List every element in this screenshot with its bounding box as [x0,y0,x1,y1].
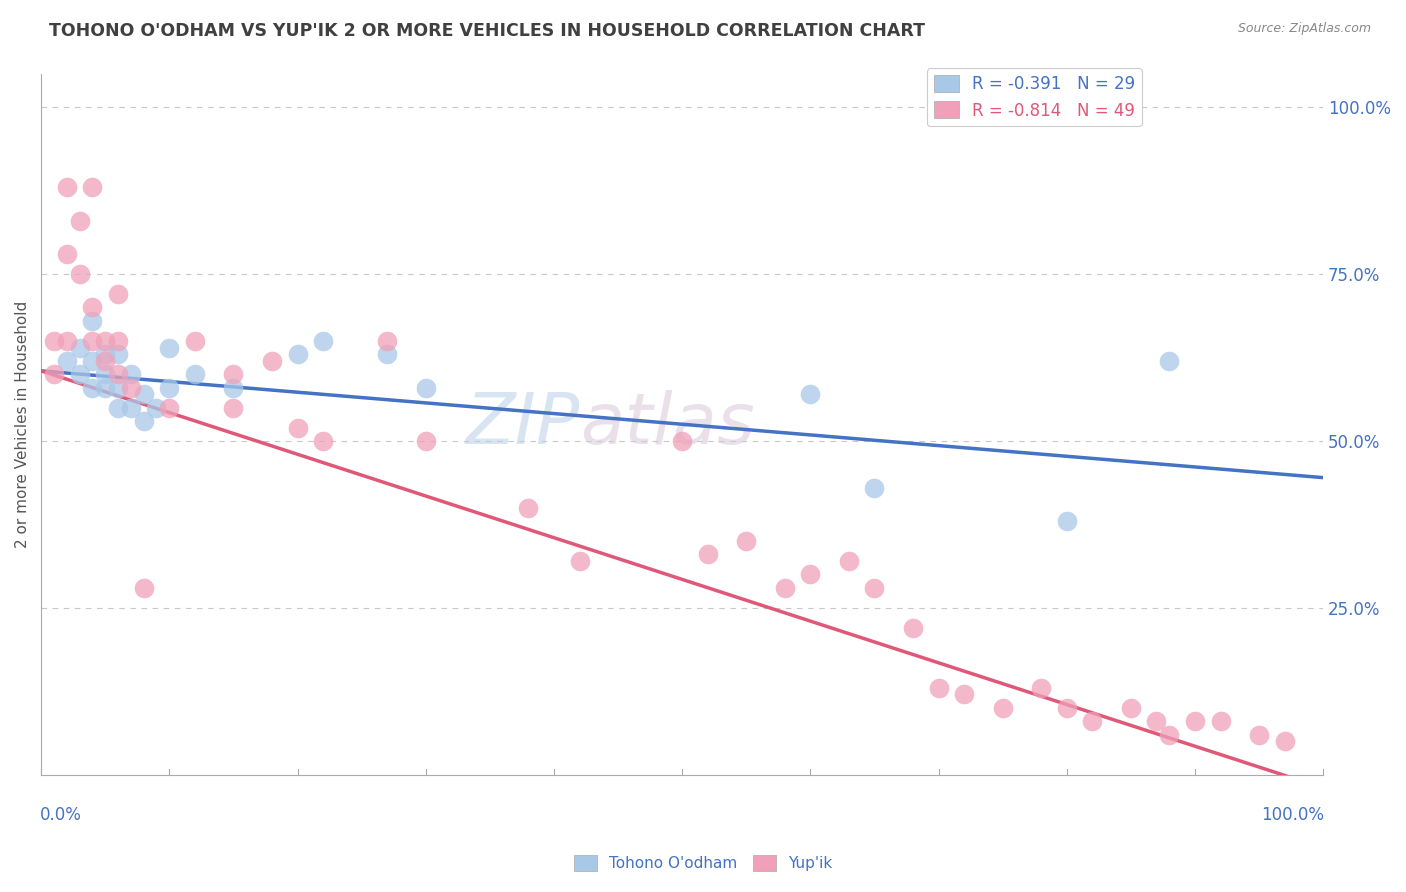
Point [184,368,207,382]
Point [838,554,860,568]
Point [415,434,437,448]
Point [69,368,91,382]
Point [42,368,65,382]
Point [132,387,155,401]
Point [107,287,129,301]
Point [69,267,91,281]
Point [671,434,693,448]
Point [184,334,207,348]
Point [94,334,117,348]
Point [120,401,142,415]
Point [1056,701,1078,715]
Point [55,334,77,348]
Legend: R = -0.391   N = 29, R = -0.814   N = 49: R = -0.391 N = 29, R = -0.814 N = 49 [927,69,1142,127]
Point [222,401,245,415]
Point [517,500,540,515]
Point [82,334,104,348]
Text: ZIP: ZIP [465,390,579,458]
Point [222,380,245,394]
Point [312,334,335,348]
Point [1184,714,1206,729]
Point [82,180,104,194]
Point [773,581,796,595]
Point [157,401,180,415]
Text: 0.0%: 0.0% [39,806,82,824]
Point [287,420,309,434]
Point [222,368,245,382]
Point [132,581,155,595]
Point [55,247,77,261]
Y-axis label: 2 or more Vehicles in Household: 2 or more Vehicles in Household [15,301,30,548]
Point [1029,681,1052,695]
Point [107,401,129,415]
Point [415,380,437,394]
Text: Source: ZipAtlas.com: Source: ZipAtlas.com [1237,22,1371,36]
Point [568,554,591,568]
Point [94,368,117,382]
Point [157,380,180,394]
Point [69,213,91,227]
Point [1159,727,1181,741]
Point [107,334,129,348]
Point [1209,714,1232,729]
Point [953,688,976,702]
Point [157,341,180,355]
Text: TOHONO O'ODHAM VS YUP'IK 2 OR MORE VEHICLES IN HOUSEHOLD CORRELATION CHART: TOHONO O'ODHAM VS YUP'IK 2 OR MORE VEHIC… [49,22,925,40]
Point [260,354,283,368]
Point [82,380,104,394]
Point [107,380,129,394]
Text: atlas: atlas [579,390,754,458]
Point [287,347,309,361]
Point [799,387,821,401]
Point [82,354,104,368]
Point [1056,514,1078,528]
Point [94,380,117,394]
Point [107,368,129,382]
Point [107,347,129,361]
Point [55,180,77,194]
Point [863,581,886,595]
Point [735,534,758,549]
Point [901,621,924,635]
Point [696,547,718,561]
Legend: Tohono O'odham, Yup'ik: Tohono O'odham, Yup'ik [568,849,838,877]
Point [991,701,1014,715]
Point [375,347,398,361]
Point [928,681,950,695]
Point [82,301,104,315]
Point [1159,354,1181,368]
Point [69,341,91,355]
Point [94,354,117,368]
Point [312,434,335,448]
Point [120,380,142,394]
Point [863,481,886,495]
Point [1146,714,1168,729]
Point [132,414,155,428]
Point [55,354,77,368]
Point [94,347,117,361]
Point [1274,734,1296,748]
Point [145,401,167,415]
Point [120,368,142,382]
Point [1247,727,1270,741]
Point [1119,701,1142,715]
Point [799,567,821,582]
Point [1081,714,1104,729]
Text: 100.0%: 100.0% [1261,806,1324,824]
Point [82,314,104,328]
Point [375,334,398,348]
Point [42,334,65,348]
